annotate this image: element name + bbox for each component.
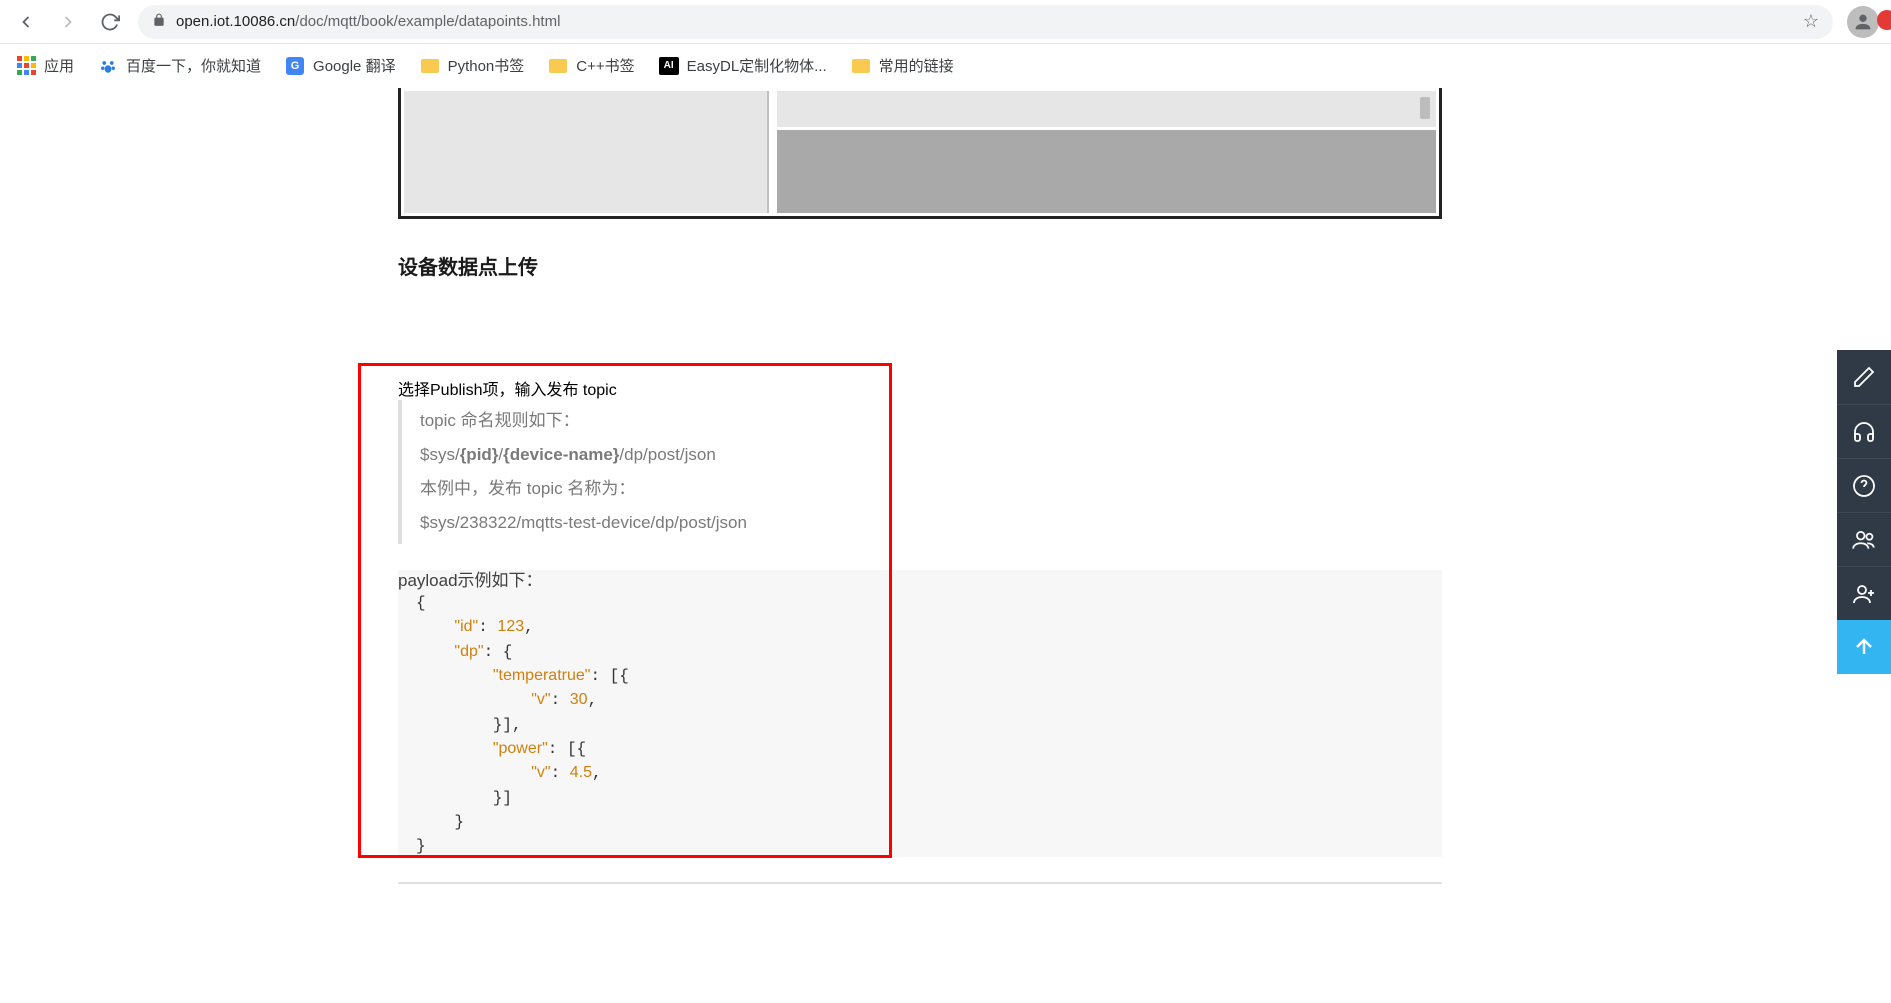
gtranslate-bookmark[interactable]: G Google 翻译 (285, 55, 396, 76)
bookmark-label: Python书签 (448, 55, 525, 76)
help-button[interactable] (1837, 458, 1891, 512)
bookmark-label: C++书签 (576, 55, 634, 76)
mqtt-right-panel (769, 88, 1439, 216)
bookmark-label: 常用的链接 (879, 55, 954, 76)
add-user-button[interactable] (1837, 566, 1891, 620)
google-translate-icon: G (286, 57, 304, 75)
apps-icon (17, 56, 36, 75)
star-icon[interactable]: ☆ (1803, 11, 1819, 32)
support-button[interactable] (1837, 404, 1891, 458)
mqtt-left-panel (404, 91, 769, 213)
url-text: open.iot.10086.cn/doc/mqtt/book/example/… (176, 13, 560, 30)
bookmark-label: 百度一下，你就知道 (126, 55, 261, 76)
apps-bookmark[interactable]: 应用 (16, 55, 74, 76)
mqtt-screenshot-panel (398, 88, 1442, 219)
cpp-bookmark[interactable]: C++书签 (548, 55, 634, 76)
common-bookmark[interactable]: 常用的链接 (851, 55, 954, 76)
extension-icon[interactable] (1877, 10, 1891, 30)
quote-line: $sys/238322/mqtts-test-device/dp/post/js… (420, 506, 858, 540)
code-block: { "id": 123, "dp": { "temperatrue": [{ "… (398, 577, 647, 858)
profile-icon[interactable] (1847, 6, 1879, 38)
quote-line: $sys/{pid}/{device-name}/dp/post/json (420, 438, 858, 472)
edit-button[interactable] (1837, 350, 1891, 404)
easydl-bookmark[interactable]: AI EasyDL定制化物体... (659, 55, 827, 76)
community-button[interactable] (1837, 512, 1891, 566)
baidu-icon (98, 56, 118, 76)
intro-text: 选择Publish项，输入发布 topic (398, 376, 858, 400)
topic-rule-quote: topic 命名规则如下： $sys/{pid}/{device-name}/d… (398, 400, 858, 544)
back-button[interactable] (12, 8, 40, 36)
mqtt-right-top (777, 91, 1436, 127)
folder-icon (852, 59, 870, 73)
bookmark-label: 应用 (44, 55, 74, 76)
section-title: 设备数据点上传 (398, 251, 1891, 280)
bookmarks-bar: 应用 百度一下，你就知道 G Google 翻译 Python书签 C++书签 … (0, 44, 1891, 88)
browser-toolbar: open.iot.10086.cn/doc/mqtt/book/example/… (0, 0, 1891, 44)
quote-line: 本例中，发布 topic 名称为： (420, 472, 858, 506)
doc-body: 选择Publish项，输入发布 topic topic 命名规则如下： $sys… (398, 376, 858, 611)
bookmark-label: Google 翻译 (313, 55, 396, 76)
folder-icon (549, 59, 567, 73)
folder-icon (421, 59, 439, 73)
scroll-top-button[interactable] (1837, 620, 1891, 674)
divider (398, 882, 1442, 884)
baidu-bookmark[interactable]: 百度一下，你就知道 (98, 55, 261, 76)
mqtt-right-bottom (777, 130, 1436, 213)
page-content: 设备数据点上传 选择Publish项，输入发布 topic topic 命名规则… (0, 88, 1891, 280)
ai-icon: AI (659, 57, 679, 75)
bookmark-label: EasyDL定制化物体... (687, 55, 827, 76)
forward-button[interactable] (54, 8, 82, 36)
python-bookmark[interactable]: Python书签 (420, 55, 525, 76)
side-toolbar (1837, 350, 1891, 674)
lock-icon (152, 13, 166, 30)
quote-line: topic 命名规则如下： (420, 404, 858, 438)
reload-button[interactable] (96, 8, 124, 36)
address-bar[interactable]: open.iot.10086.cn/doc/mqtt/book/example/… (138, 5, 1833, 39)
